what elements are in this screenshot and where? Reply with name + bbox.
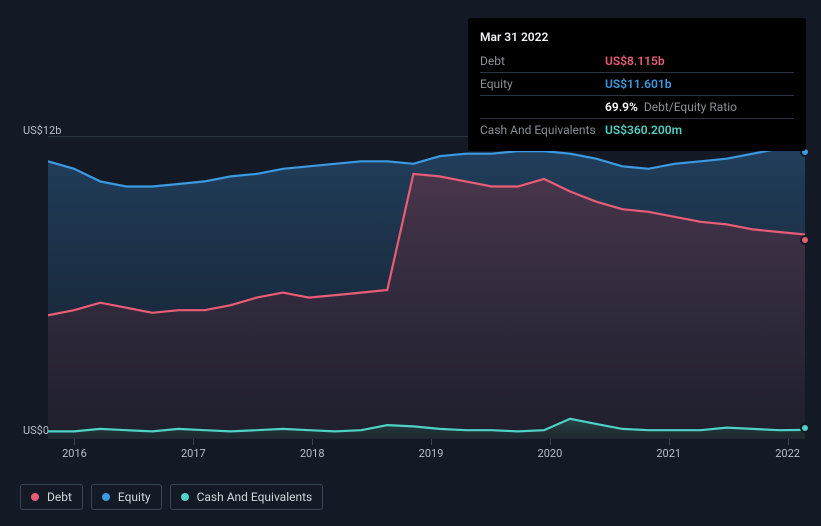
x-tick <box>550 439 551 445</box>
legend-label: Debt <box>47 490 72 504</box>
chart-tooltip: Mar 31 2022 DebtUS$8.115bEquityUS$11.601… <box>468 18 806 151</box>
cash-end-dot <box>800 423 810 433</box>
x-tick <box>74 439 75 445</box>
tooltip-row-label: Equity <box>480 75 605 93</box>
legend-item-equity[interactable]: Equity <box>91 484 162 510</box>
tooltip-date: Mar 31 2022 <box>480 28 794 46</box>
x-tick <box>669 439 670 445</box>
x-axis-label: 2017 <box>181 447 206 460</box>
legend-item-debt[interactable]: Debt <box>20 484 83 510</box>
chart-legend: Debt Equity Cash And Equivalents <box>20 484 323 510</box>
x-axis: 2016 2017 2018 2019 2020 2021 2022 <box>48 439 805 463</box>
x-axis-label: 2019 <box>419 447 444 460</box>
tooltip-row-value: 69.9% <box>605 98 638 116</box>
legend-label: Equity <box>118 490 151 504</box>
legend-dot-icon <box>31 493 39 501</box>
legend-item-cash-and-equivalents[interactable]: Cash And Equivalents <box>170 484 324 510</box>
legend-dot-icon <box>181 493 189 501</box>
tooltip-row-label: Cash And Equivalents <box>480 121 605 139</box>
tooltip-row: EquityUS$11.601b <box>480 72 794 95</box>
x-axis-label: 2018 <box>300 447 325 460</box>
x-axis-label: 2016 <box>62 447 87 460</box>
tooltip-row-value: US$8.115b <box>605 52 665 70</box>
x-axis-label: 2021 <box>656 447 681 460</box>
tooltip-row-note: Debt/Equity Ratio <box>644 98 737 116</box>
tooltip-row: DebtUS$8.115b <box>480 50 794 72</box>
tooltip-row-label: Debt <box>480 52 605 70</box>
y-axis-label-min: US$0 <box>23 424 49 437</box>
x-tick <box>788 439 789 445</box>
debt-end-dot <box>800 235 810 245</box>
tooltip-row-label <box>480 98 605 116</box>
tooltip-row-value: US$360.200m <box>605 121 682 139</box>
x-tick <box>431 439 432 445</box>
tooltip-row-value: US$11.601b <box>605 75 672 93</box>
x-tick <box>312 439 313 445</box>
x-axis-label: 2022 <box>775 447 800 460</box>
x-axis-label: 2020 <box>538 447 563 460</box>
tooltip-row: Cash And EquivalentsUS$360.200m <box>480 118 794 141</box>
tooltip-row: 69.9% Debt/Equity Ratio <box>480 95 794 118</box>
legend-label: Cash And Equivalents <box>197 490 313 504</box>
legend-dot-icon <box>102 493 110 501</box>
balance-sheet-chart[interactable] <box>48 136 805 439</box>
x-tick <box>193 439 194 445</box>
